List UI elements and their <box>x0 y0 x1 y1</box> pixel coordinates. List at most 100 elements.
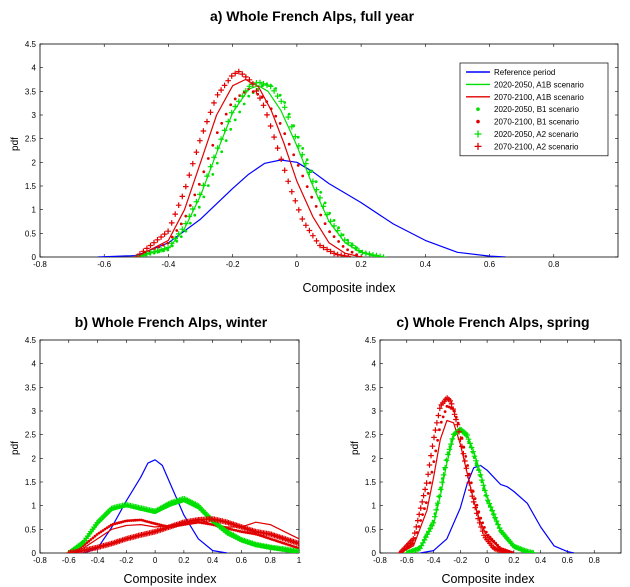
series-marker-2070-2100-b1-scenario <box>481 521 484 525</box>
y-tick-label: 4.5 <box>25 40 37 49</box>
series-marker-2070-2100-b1-scenario <box>135 518 139 522</box>
series-marker-2020-2050-a2-scenario <box>448 441 454 447</box>
series-marker-2020-2050-a2-scenario <box>492 514 498 521</box>
series-marker-2020-2050-b1-scenario <box>206 184 210 188</box>
series-marker-2070-2100-b1-scenario <box>129 519 133 522</box>
series-marker-2070-2100-a2-scenario <box>232 70 238 77</box>
series-marker-2070-2100-b1-scenario <box>423 507 426 510</box>
series-marker-2070-2100-a2-scenario <box>416 511 422 518</box>
series-marker-2020-2050-a2-scenario <box>296 143 302 149</box>
series-marker-2070-2100-a2-scenario <box>420 492 427 499</box>
series-marker-2020-2050-b1-scenario <box>215 161 219 165</box>
series-marker-2070-2100-b1-scenario <box>350 250 354 254</box>
series-marker-2070-2100-b1-scenario <box>101 529 105 532</box>
legend-label-2070-2100-b1-scenario: 2070-2100, B1 scenario <box>494 118 580 127</box>
series-marker-2070-2100-a2-scenario <box>448 401 455 407</box>
series-marker-2070-2100-a2-scenario <box>465 472 471 479</box>
series-marker-2020-2050-a2-scenario <box>200 182 207 189</box>
series-marker-2020-2050-a2-scenario <box>218 136 224 142</box>
series-line-2020-2050-a1b-scenario <box>136 85 378 257</box>
y-tick-label: 4 <box>32 64 37 73</box>
series-marker-2020-2050-a2-scenario <box>445 451 451 458</box>
series-marker-2070-2100-a2-scenario <box>468 487 474 493</box>
series-marker-2020-2050-a2-scenario <box>331 223 337 229</box>
series-marker-2070-2100-a2-scenario <box>190 160 196 167</box>
x-tick-label: 0.2 <box>356 260 368 269</box>
series-marker-2070-2100-b1-scenario <box>215 131 219 135</box>
y-tick-label: 0 <box>372 549 377 558</box>
series-marker-2020-2050-a2-scenario <box>442 464 448 471</box>
series-marker-2070-2100-a2-scenario <box>260 102 267 109</box>
series-marker-2020-2050-a2-scenario <box>214 145 221 151</box>
x-tick-label: 0.8 <box>589 556 601 565</box>
series-marker-2020-2050-a2-scenario <box>246 83 253 90</box>
series-marker-2020-2050-a2-scenario <box>490 511 497 517</box>
panel-b-ylabel: pdf <box>10 441 21 455</box>
series-marker-2020-2050-a2-scenario <box>440 472 447 478</box>
y-tick-label: 0.5 <box>25 229 37 238</box>
series-marker-2020-2050-a2-scenario <box>377 253 383 257</box>
series-marker-2070-2100-a2-scenario <box>475 515 481 522</box>
series-marker-2020-2050-a2-scenario <box>295 548 299 553</box>
series-marker-2070-2100-a2-scenario <box>451 411 458 418</box>
series-marker-2020-2050-a2-scenario <box>144 251 150 257</box>
x-tick-label: -0.4 <box>91 556 105 565</box>
series-marker-2020-2050-a2-scenario <box>197 191 203 198</box>
series-marker-2020-2050-a2-scenario <box>320 203 327 210</box>
series-marker-2020-2050-a2-scenario <box>285 114 291 120</box>
series-marker-2070-2100-b1-scenario <box>337 240 340 243</box>
series-marker-2070-2100-b1-scenario <box>305 185 309 189</box>
series-marker-2070-2100-b1-scenario <box>224 112 228 116</box>
series-marker-2070-2100-a2-scenario <box>218 87 224 93</box>
y-tick-label: 2 <box>32 454 37 463</box>
series-marker-2020-2050-a2-scenario <box>161 245 168 252</box>
series-marker-2020-2050-a2-scenario <box>154 248 161 254</box>
panel-c-plot-area: -0.8 -0.6 -0.4 -0.2 0 0.2 0.4 0.6 0.8 0 0.5 1 1.5 2 2.… <box>365 336 622 565</box>
series-marker-2070-2100-a2-scenario <box>479 528 486 534</box>
series-marker-2070-2100-b1-scenario <box>85 541 89 545</box>
series-marker-2070-2100-a2-scenario <box>193 149 200 155</box>
series-marker-2070-2100-a2-scenario <box>267 123 274 129</box>
series-marker-2070-2100-b1-scenario <box>230 528 234 531</box>
series-marker-2020-2050-a2-scenario <box>479 477 485 483</box>
series-marker-2070-2100-b1-scenario <box>166 241 170 245</box>
series-marker-2070-2100-b1-scenario <box>310 195 314 199</box>
series-marker-2070-2100-a2-scenario <box>457 436 464 442</box>
series-marker-2070-2100-a2-scenario <box>172 211 178 217</box>
series-marker-2020-2050-a2-scenario <box>186 213 193 220</box>
series-marker-2070-2100-a2-scenario <box>310 232 316 239</box>
series-marker-2020-2050-b1-scenario <box>229 127 233 131</box>
series-marker-2020-2050-b1-scenario <box>179 235 183 239</box>
series-marker-2020-2050-b1-scenario <box>220 150 224 154</box>
series-marker-2070-2100-b1-scenario <box>332 235 336 239</box>
series-marker-2020-2050-a2-scenario <box>183 220 189 227</box>
series-marker-2070-2100-a2-scenario <box>447 398 453 404</box>
series-marker-2020-2050-a2-scenario <box>373 252 380 257</box>
series-marker-2020-2050-a2-scenario <box>239 93 246 99</box>
series-marker-2070-2100-a2-scenario <box>425 471 431 478</box>
panel-a-plot-area: -0.8 -0.6 -0.4 -0.2 0 0.2 0.4 0.6 0.8 0 0.5 1 1.5 2 2.… <box>25 40 619 269</box>
legend-label-2070-2100-a2-scenario: 2070-2100, A2 scenario <box>494 142 579 151</box>
y-tick-label: 1.5 <box>25 182 37 191</box>
series-marker-2020-2050-b1-scenario <box>233 118 237 122</box>
series-marker-2020-2050-a2-scenario <box>190 206 196 212</box>
series-marker-2070-2100-b1-scenario <box>475 503 479 507</box>
series-marker-2020-2050-a2-scenario <box>193 198 200 205</box>
series-marker-2070-2100-a2-scenario <box>292 198 299 204</box>
series-line-2070-2100-a1b-scenario <box>136 78 362 257</box>
series-marker-2070-2100-a2-scenario <box>324 246 330 253</box>
series-marker-2070-2100-a2-scenario <box>303 222 309 229</box>
x-tick-label: -0.8 <box>373 556 387 565</box>
series-marker-2020-2050-a2-scenario <box>221 127 228 134</box>
x-tick-label: 0 <box>153 556 158 565</box>
series-marker-2070-2100-b1-scenario <box>287 142 291 146</box>
series-marker-2020-2050-a2-scenario <box>151 249 157 255</box>
y-tick-label: 0 <box>32 253 37 262</box>
series-marker-2020-2050-a2-scenario <box>482 487 488 494</box>
series-marker-2020-2050-b1-scenario <box>193 213 197 217</box>
panel-a-ylabel: pdf <box>10 137 21 151</box>
series-marker-2070-2100-a2-scenario <box>415 517 421 524</box>
series-marker-2020-2050-b1-scenario <box>197 205 201 209</box>
y-tick-label: 1.5 <box>365 478 377 487</box>
series-marker-2070-2100-a2-scenario <box>478 524 484 530</box>
